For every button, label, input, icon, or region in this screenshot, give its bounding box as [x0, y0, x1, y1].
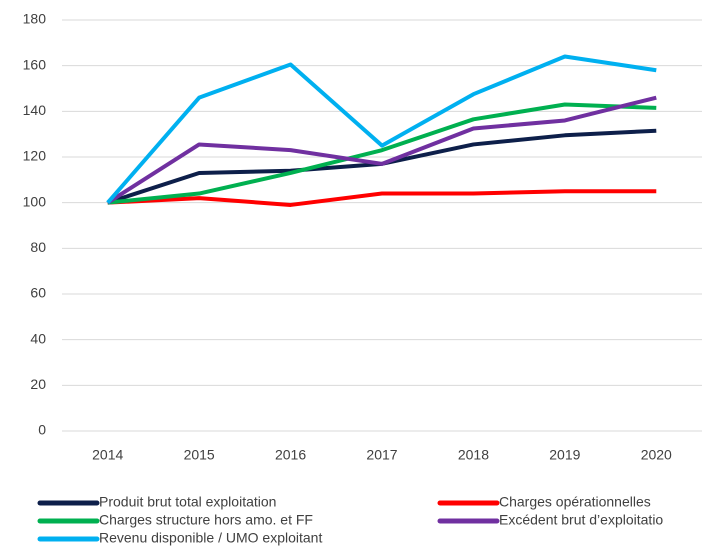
- y-tick-label: 120: [23, 148, 47, 164]
- x-tick-label: 2018: [458, 447, 489, 463]
- x-tick-label: 2014: [92, 447, 123, 463]
- legend-label: Produit brut total exploitation: [99, 494, 276, 510]
- y-tick-label: 100: [23, 193, 47, 209]
- series-line: [107, 102, 657, 205]
- y-tick-label: 140: [23, 102, 47, 118]
- series-line: [107, 189, 657, 207]
- legend-label: Charges opérationnelles: [499, 494, 651, 510]
- x-tick-label: 2019: [549, 447, 580, 463]
- series-line: [106, 95, 657, 205]
- legend-label: Charges structure hors amo. et FF: [99, 512, 313, 528]
- y-tick-label: 20: [30, 376, 46, 392]
- y-tick-label: 160: [23, 56, 47, 72]
- x-tick-label: 2020: [641, 447, 672, 463]
- legend-label: Excédent brut d’exploitatio: [499, 512, 663, 528]
- x-tick-label: 2015: [184, 447, 215, 463]
- y-tick-label: 180: [23, 11, 47, 27]
- y-tick-label: 80: [30, 239, 46, 255]
- series-line: [106, 54, 657, 204]
- y-tick-label: 40: [30, 330, 46, 346]
- x-tick-label: 2016: [275, 447, 306, 463]
- y-tick-label: 60: [30, 285, 46, 301]
- x-tick-label: 2017: [366, 447, 397, 463]
- legend-label: Revenu disponible / UMO exploitant: [99, 530, 322, 546]
- y-tick-label: 0: [38, 422, 46, 438]
